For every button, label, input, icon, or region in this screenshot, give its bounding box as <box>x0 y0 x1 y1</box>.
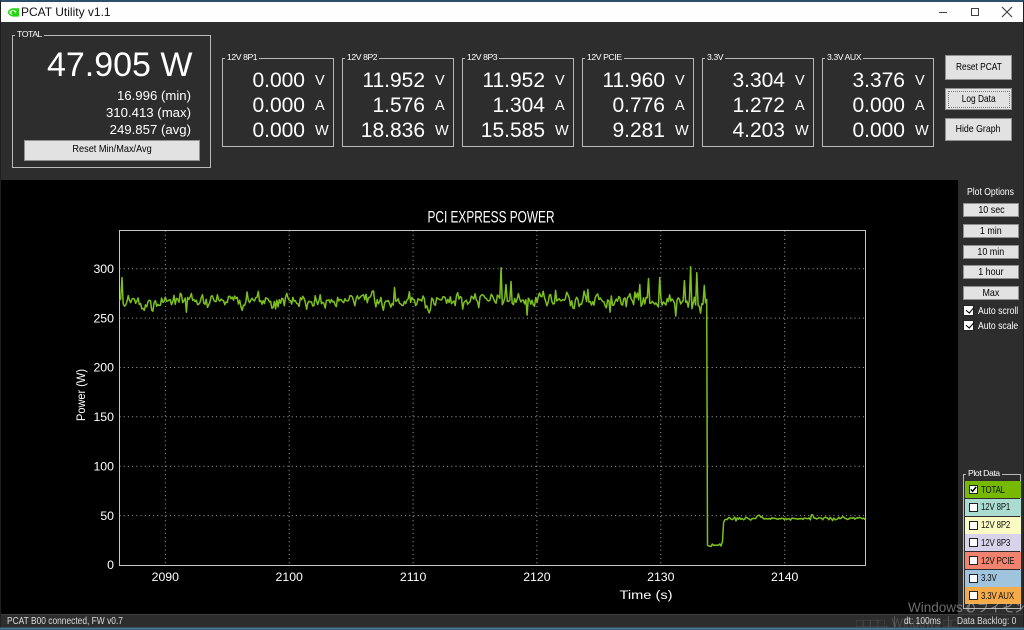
svg-text:100: 100 <box>93 459 114 473</box>
svg-text:0: 0 <box>107 558 114 572</box>
svg-text:2110: 2110 <box>400 570 427 584</box>
svg-text:2100: 2100 <box>276 570 304 584</box>
svg-text:50: 50 <box>100 509 114 523</box>
svg-text:250: 250 <box>93 311 114 325</box>
svg-text:Time (s): Time (s) <box>620 588 673 602</box>
svg-text:300: 300 <box>93 262 114 276</box>
svg-text:2120: 2120 <box>523 570 551 584</box>
svg-text:Power (W): Power (W) <box>74 369 88 421</box>
svg-text:2140: 2140 <box>771 570 799 584</box>
svg-text:2090: 2090 <box>152 570 180 584</box>
svg-text:2130: 2130 <box>647 570 675 584</box>
svg-text:150: 150 <box>93 410 114 424</box>
svg-text:PCI EXPRESS POWER: PCI EXPRESS POWER <box>428 209 555 227</box>
svg-text:200: 200 <box>93 361 114 375</box>
